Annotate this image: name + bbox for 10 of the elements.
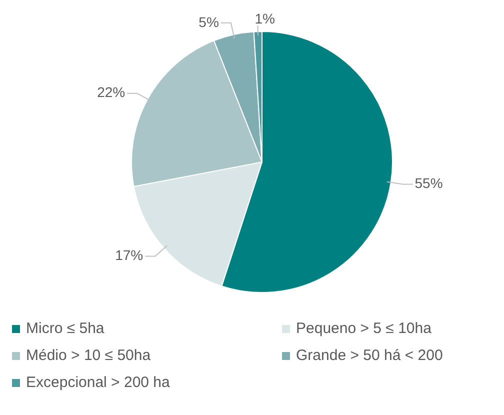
data-label: 55% bbox=[414, 175, 443, 192]
data-label: 1% bbox=[254, 10, 275, 26]
data-label: 22% bbox=[97, 84, 126, 100]
data-label: 5% bbox=[198, 14, 219, 30]
legend-label: Micro ≤ 5ha bbox=[26, 320, 104, 337]
legend-label: Pequeno > 5 ≤ 10ha bbox=[296, 320, 432, 337]
data-label: 17% bbox=[115, 247, 144, 264]
legend-label: Excepcional > 200 ha bbox=[26, 374, 170, 391]
legend-label: Médio > 10 ≤ 50ha bbox=[26, 347, 151, 364]
legend-label: Grande > 50 há < 200 bbox=[296, 347, 443, 364]
